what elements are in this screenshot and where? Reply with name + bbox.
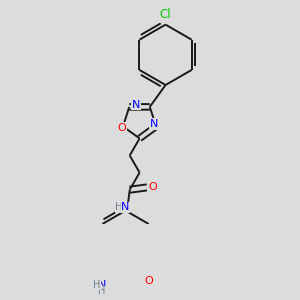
- Text: O: O: [145, 276, 154, 286]
- Text: H: H: [98, 286, 106, 296]
- Text: N: N: [150, 119, 158, 129]
- Text: H: H: [116, 202, 123, 212]
- Text: H: H: [93, 280, 100, 290]
- Text: O: O: [148, 182, 157, 192]
- Text: N: N: [132, 100, 140, 110]
- Text: N: N: [122, 202, 130, 212]
- Text: N: N: [98, 280, 106, 290]
- Text: Cl: Cl: [160, 8, 171, 21]
- Text: O: O: [118, 123, 126, 133]
